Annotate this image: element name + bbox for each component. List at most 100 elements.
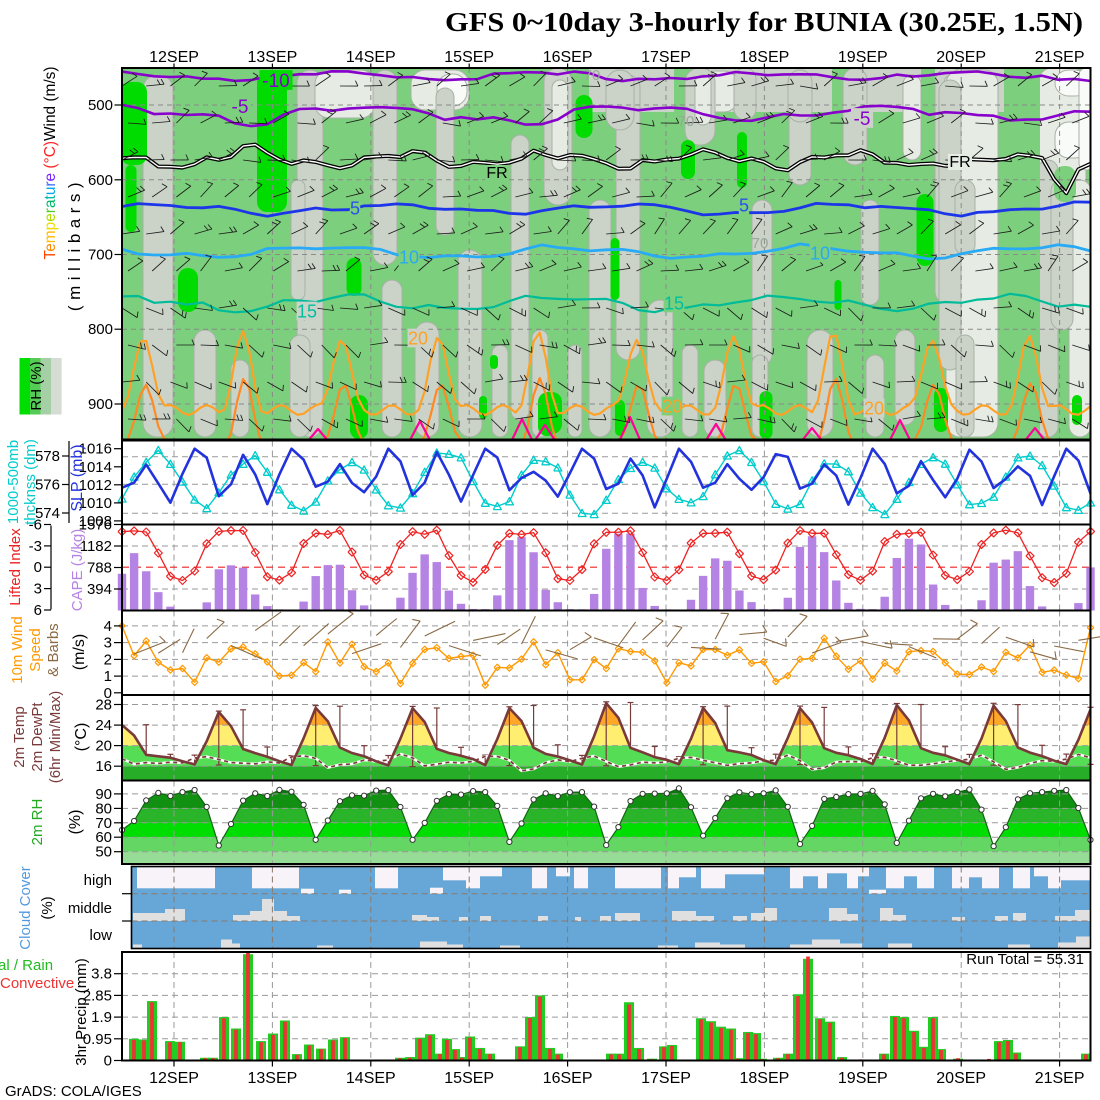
svg-text:FR: FR: [949, 154, 970, 171]
svg-text:1182: 1182: [80, 538, 112, 555]
svg-text:800: 800: [88, 321, 113, 338]
svg-text:14SEP: 14SEP: [346, 1070, 396, 1087]
svg-text:80: 80: [95, 800, 112, 817]
svg-text:3: 3: [104, 635, 112, 652]
svg-text:20SEP: 20SEP: [936, 1070, 986, 1087]
svg-text:thcknss (dm): thcknss (dm): [22, 439, 39, 525]
svg-text:3.8: 3.8: [91, 966, 112, 983]
svg-text:500: 500: [88, 97, 113, 114]
svg-text:900: 900: [88, 396, 113, 413]
svg-text:20: 20: [864, 399, 884, 419]
svg-text:60: 60: [95, 829, 112, 846]
svg-text:578: 578: [35, 448, 60, 465]
svg-text:0: 0: [34, 559, 42, 576]
svg-text:& Barbs: & Barbs: [45, 623, 62, 676]
svg-text:Run Total = 55.31: Run Total = 55.31: [966, 951, 1084, 968]
svg-text:3: 3: [34, 581, 42, 598]
svg-text:70: 70: [584, 67, 601, 84]
svg-text:Cloud Cover: Cloud Cover: [17, 866, 34, 949]
svg-text:20: 20: [408, 329, 428, 349]
svg-text:-10: -10: [262, 71, 289, 92]
svg-text:3hr Precip (mm): 3hr Precip (mm): [73, 958, 90, 1066]
svg-text:(%): (%): [39, 896, 56, 919]
svg-text:19SEP: 19SEP: [838, 1070, 888, 1087]
svg-text:(m/s): (m/s): [71, 634, 88, 670]
svg-text:17SEP: 17SEP: [641, 49, 691, 66]
svg-text:FR: FR: [486, 165, 507, 182]
svg-text:2m RH: 2m RH: [29, 799, 46, 846]
svg-text:12SEP: 12SEP: [149, 1070, 199, 1087]
svg-text:10: 10: [810, 244, 830, 264]
svg-text:GFS 0~10day 3-hourly for BUNIA: GFS 0~10day 3-hourly for BUNIA (30.25E, …: [445, 7, 1083, 37]
svg-text:20: 20: [95, 738, 112, 755]
svg-text:788: 788: [87, 560, 112, 577]
svg-text:18SEP: 18SEP: [739, 1070, 789, 1087]
svg-text:2: 2: [104, 651, 112, 668]
svg-text:high: high: [84, 872, 112, 889]
svg-text:5: 5: [350, 199, 360, 219]
svg-text:Temperature (°C)Wind (m/s): Temperature (°C)Wind (m/s): [42, 67, 59, 260]
svg-text:0.95: 0.95: [83, 1031, 112, 1048]
svg-text:70: 70: [752, 235, 769, 252]
svg-text:RH (%): RH (%): [28, 361, 45, 410]
svg-text:20SEP: 20SEP: [936, 49, 986, 66]
svg-text:-5: -5: [232, 97, 249, 118]
svg-text:14SEP: 14SEP: [346, 49, 396, 66]
svg-text:21SEP: 21SEP: [1035, 1070, 1085, 1087]
svg-text:GrADS: COLA/IGES: GrADS: COLA/IGES: [5, 1083, 142, 1100]
svg-text:12SEP: 12SEP: [149, 49, 199, 66]
svg-text:(6hr Min/Max): (6hr Min/Max): [47, 691, 64, 784]
svg-text:Lifted Index: Lifted Index: [7, 528, 24, 606]
svg-text:90: 90: [95, 786, 112, 803]
svg-text:0: 0: [104, 685, 112, 702]
svg-text:600: 600: [88, 172, 113, 189]
svg-text:16: 16: [95, 758, 112, 775]
svg-text:13SEP: 13SEP: [247, 49, 297, 66]
svg-text:1016: 1016: [79, 441, 112, 458]
svg-text:574: 574: [35, 505, 60, 522]
svg-text:15: 15: [297, 302, 317, 322]
svg-text:(millibars): (millibars): [65, 177, 84, 311]
svg-text:1008: 1008: [79, 513, 112, 530]
svg-text:16SEP: 16SEP: [543, 1070, 593, 1087]
svg-text:1.9: 1.9: [91, 1009, 112, 1026]
svg-text:2.85: 2.85: [83, 987, 112, 1004]
svg-text:70: 70: [678, 113, 695, 130]
svg-text:15SEP: 15SEP: [444, 49, 494, 66]
svg-text:50: 50: [95, 844, 112, 861]
svg-text:13SEP: 13SEP: [247, 1070, 297, 1087]
svg-text:-6: -6: [29, 517, 42, 534]
svg-text:19SEP: 19SEP: [838, 49, 888, 66]
svg-text:17SEP: 17SEP: [641, 1070, 691, 1087]
svg-text:2m DewPt: 2m DewPt: [29, 702, 46, 772]
svg-text:700: 700: [88, 247, 113, 264]
svg-text:5: 5: [739, 196, 749, 216]
svg-text:16SEP: 16SEP: [543, 49, 593, 66]
svg-text:18SEP: 18SEP: [739, 49, 789, 66]
svg-text:20: 20: [662, 397, 682, 417]
svg-text:(°C): (°C): [73, 723, 90, 752]
svg-text:1014: 1014: [79, 459, 112, 476]
svg-text:15SEP: 15SEP: [444, 1070, 494, 1087]
svg-text:1576: 1576: [79, 517, 112, 534]
svg-text:Speed: Speed: [27, 628, 44, 671]
svg-text:1: 1: [104, 668, 112, 685]
svg-text:394: 394: [87, 581, 112, 598]
svg-text:-3: -3: [29, 538, 42, 555]
svg-text:1012: 1012: [79, 477, 112, 494]
svg-text:70: 70: [95, 815, 112, 832]
svg-text:Convective: Convective: [0, 975, 74, 992]
svg-text:middle: middle: [68, 900, 112, 917]
svg-text:-5: -5: [854, 109, 871, 130]
svg-text:10m Wind: 10m Wind: [9, 616, 26, 684]
svg-text:15: 15: [664, 294, 684, 314]
svg-text:1000-500mb: 1000-500mb: [5, 440, 22, 524]
svg-text:4: 4: [104, 618, 112, 635]
svg-text:6: 6: [34, 602, 42, 619]
svg-text:SLP (mb): SLP (mb): [69, 444, 86, 511]
svg-text:2m Temp: 2m Temp: [11, 706, 28, 767]
svg-text:0: 0: [104, 1053, 112, 1070]
svg-text:21SEP: 21SEP: [1035, 49, 1085, 66]
svg-text:(%): (%): [67, 810, 84, 835]
svg-text:Total / Rain: Total / Rain: [0, 957, 53, 974]
